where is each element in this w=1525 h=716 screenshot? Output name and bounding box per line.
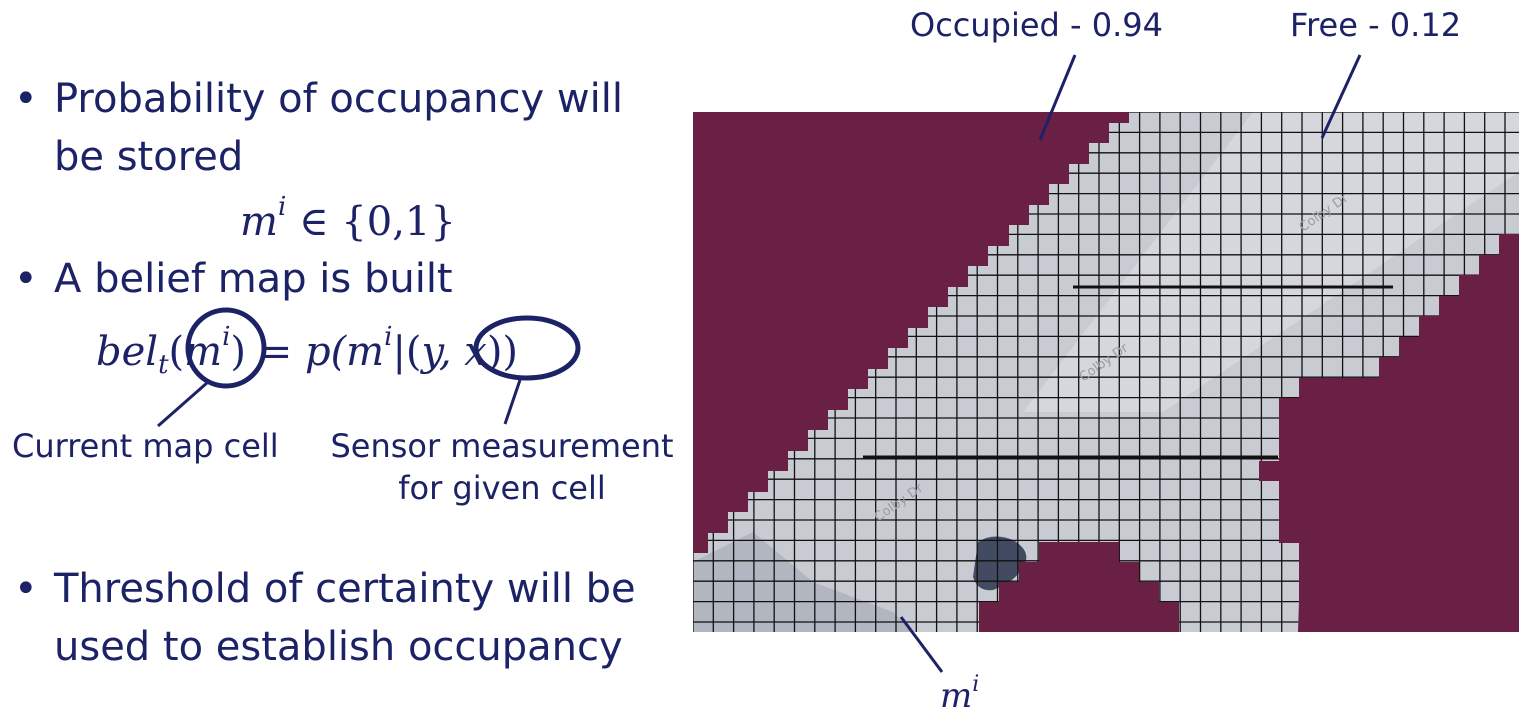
leader-sensor-measurement (503, 379, 522, 425)
bullet-dot: • (14, 256, 38, 302)
bullet-threshold: • Threshold of certainty will be used to… (14, 560, 636, 676)
formula-m: m (346, 329, 385, 375)
formula-equals-p: = p( (246, 329, 347, 375)
bullet-text-line1: Threshold of certainty will be (54, 566, 636, 612)
bullet-dot: • (14, 76, 38, 122)
occupancy-grid-map: Colby Dr Colby Dr Colby Dr (693, 112, 1519, 632)
bullet-dot: • (14, 566, 38, 612)
bullet-text-line2: used to establish occupancy (54, 624, 623, 670)
bullet-text-line1: Probability of occupancy will (54, 76, 623, 122)
formula-annotations (157, 307, 581, 428)
label-map-cell: mi (940, 672, 980, 716)
circle-sensor-measurement (473, 315, 581, 381)
circle-current-cell (185, 307, 267, 389)
callout-sensor-measurement: Sensor measurement for given cell (330, 427, 674, 507)
pointer-occupied (1038, 54, 1077, 141)
map-annotations (899, 54, 1362, 673)
formula-m: m (240, 199, 278, 245)
bullet-text-line2: be stored (54, 134, 244, 180)
bullet-text-line1: A belief map is built (54, 256, 453, 302)
formula-sup-i: i (384, 322, 393, 352)
pointer-cell (899, 616, 944, 673)
formula-sup-i: i (222, 322, 231, 352)
formula-bel: bel (96, 329, 159, 375)
formula-sub-t: t (158, 350, 169, 380)
formula-bar: | (392, 329, 406, 375)
bullet-belief-map: • A belief map is built (14, 250, 453, 308)
leader-current-cell (157, 380, 209, 428)
callout-current-map-cell: Current map cell (12, 427, 279, 465)
formula-set: ∈ {0,1} (286, 199, 456, 245)
pointer-free (1320, 54, 1362, 139)
formula-sup-i: i (277, 192, 287, 222)
bullet-occupancy-probability: • Probability of occupancy will be store… (14, 70, 623, 186)
occupancy-set-formula: mi ∈ {0,1} (240, 192, 456, 245)
label-occupied-probability: Occupied - 0.94 (910, 6, 1163, 44)
label-free-probability: Free - 0.12 (1290, 6, 1462, 44)
